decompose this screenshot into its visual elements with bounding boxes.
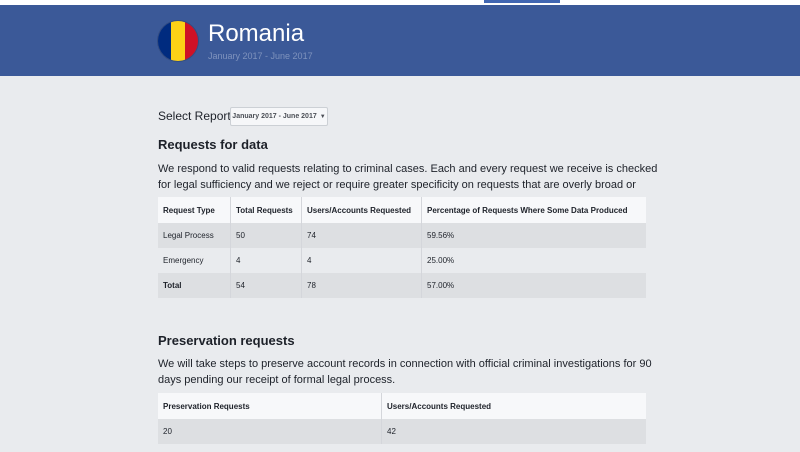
table-cell: 42 xyxy=(381,419,646,444)
column-header: Users/Accounts Requested xyxy=(381,393,646,419)
table-cell: Total xyxy=(158,273,231,298)
table-cell: 57.00% xyxy=(421,273,646,298)
table-cell: 4 xyxy=(230,248,302,273)
report-period-dropdown[interactable]: January 2017 - June 2017 ▼ xyxy=(230,107,328,126)
country-header: Romania January 2017 - June 2017 xyxy=(0,5,800,76)
requests-description: We respond to valid requests relating to… xyxy=(158,163,658,207)
table-cell: 78 xyxy=(301,273,422,298)
caret-down-icon: ▼ xyxy=(319,113,326,120)
preservation-description: We will take steps to preserve account r… xyxy=(158,358,652,386)
table-cell: 50 xyxy=(230,223,302,248)
column-header: Preservation Requests xyxy=(163,401,250,411)
flag-icon xyxy=(158,21,198,61)
table-cell: 4 xyxy=(301,248,422,273)
top-bar xyxy=(0,0,800,5)
column-header: Users/Accounts Requested xyxy=(301,197,422,223)
preservation-title: Preservation requests xyxy=(158,333,295,348)
table-cell: 20 xyxy=(158,419,382,444)
preservation-table: Preservation Requests Users/Accounts Req… xyxy=(158,393,646,444)
active-tab-indicator xyxy=(484,0,560,3)
requests-table: Request Type Total Requests Users/Accoun… xyxy=(158,197,646,298)
table-cell: Emergency xyxy=(163,256,204,265)
table-cell: 54 xyxy=(230,273,302,298)
requests-title: Requests for data xyxy=(158,137,268,152)
column-header: Total Requests xyxy=(230,197,302,223)
dropdown-value: January 2017 - June 2017 xyxy=(232,113,317,120)
period-subtitle: January 2017 - June 2017 xyxy=(208,51,313,61)
flag-stripe xyxy=(184,21,198,61)
column-header: Percentage of Requests Where Some Data P… xyxy=(421,197,646,223)
table-row: Legal Process 50 74 59.56% xyxy=(158,223,646,248)
table-row: Emergency 4 4 25.00% xyxy=(158,248,646,273)
table-cell: 74 xyxy=(301,223,422,248)
table-cell: 25.00% xyxy=(421,248,646,273)
flag-stripe xyxy=(171,21,185,61)
country-name: Romania xyxy=(208,20,305,47)
table-cell: Legal Process xyxy=(158,223,231,248)
select-report-label: Select Report xyxy=(158,109,231,123)
column-header: Request Type xyxy=(163,205,215,215)
table-row: 20 42 xyxy=(158,419,646,444)
table-row: Total 54 78 57.00% xyxy=(158,273,646,298)
table-cell: 59.56% xyxy=(421,223,646,248)
flag-stripe xyxy=(158,21,172,61)
